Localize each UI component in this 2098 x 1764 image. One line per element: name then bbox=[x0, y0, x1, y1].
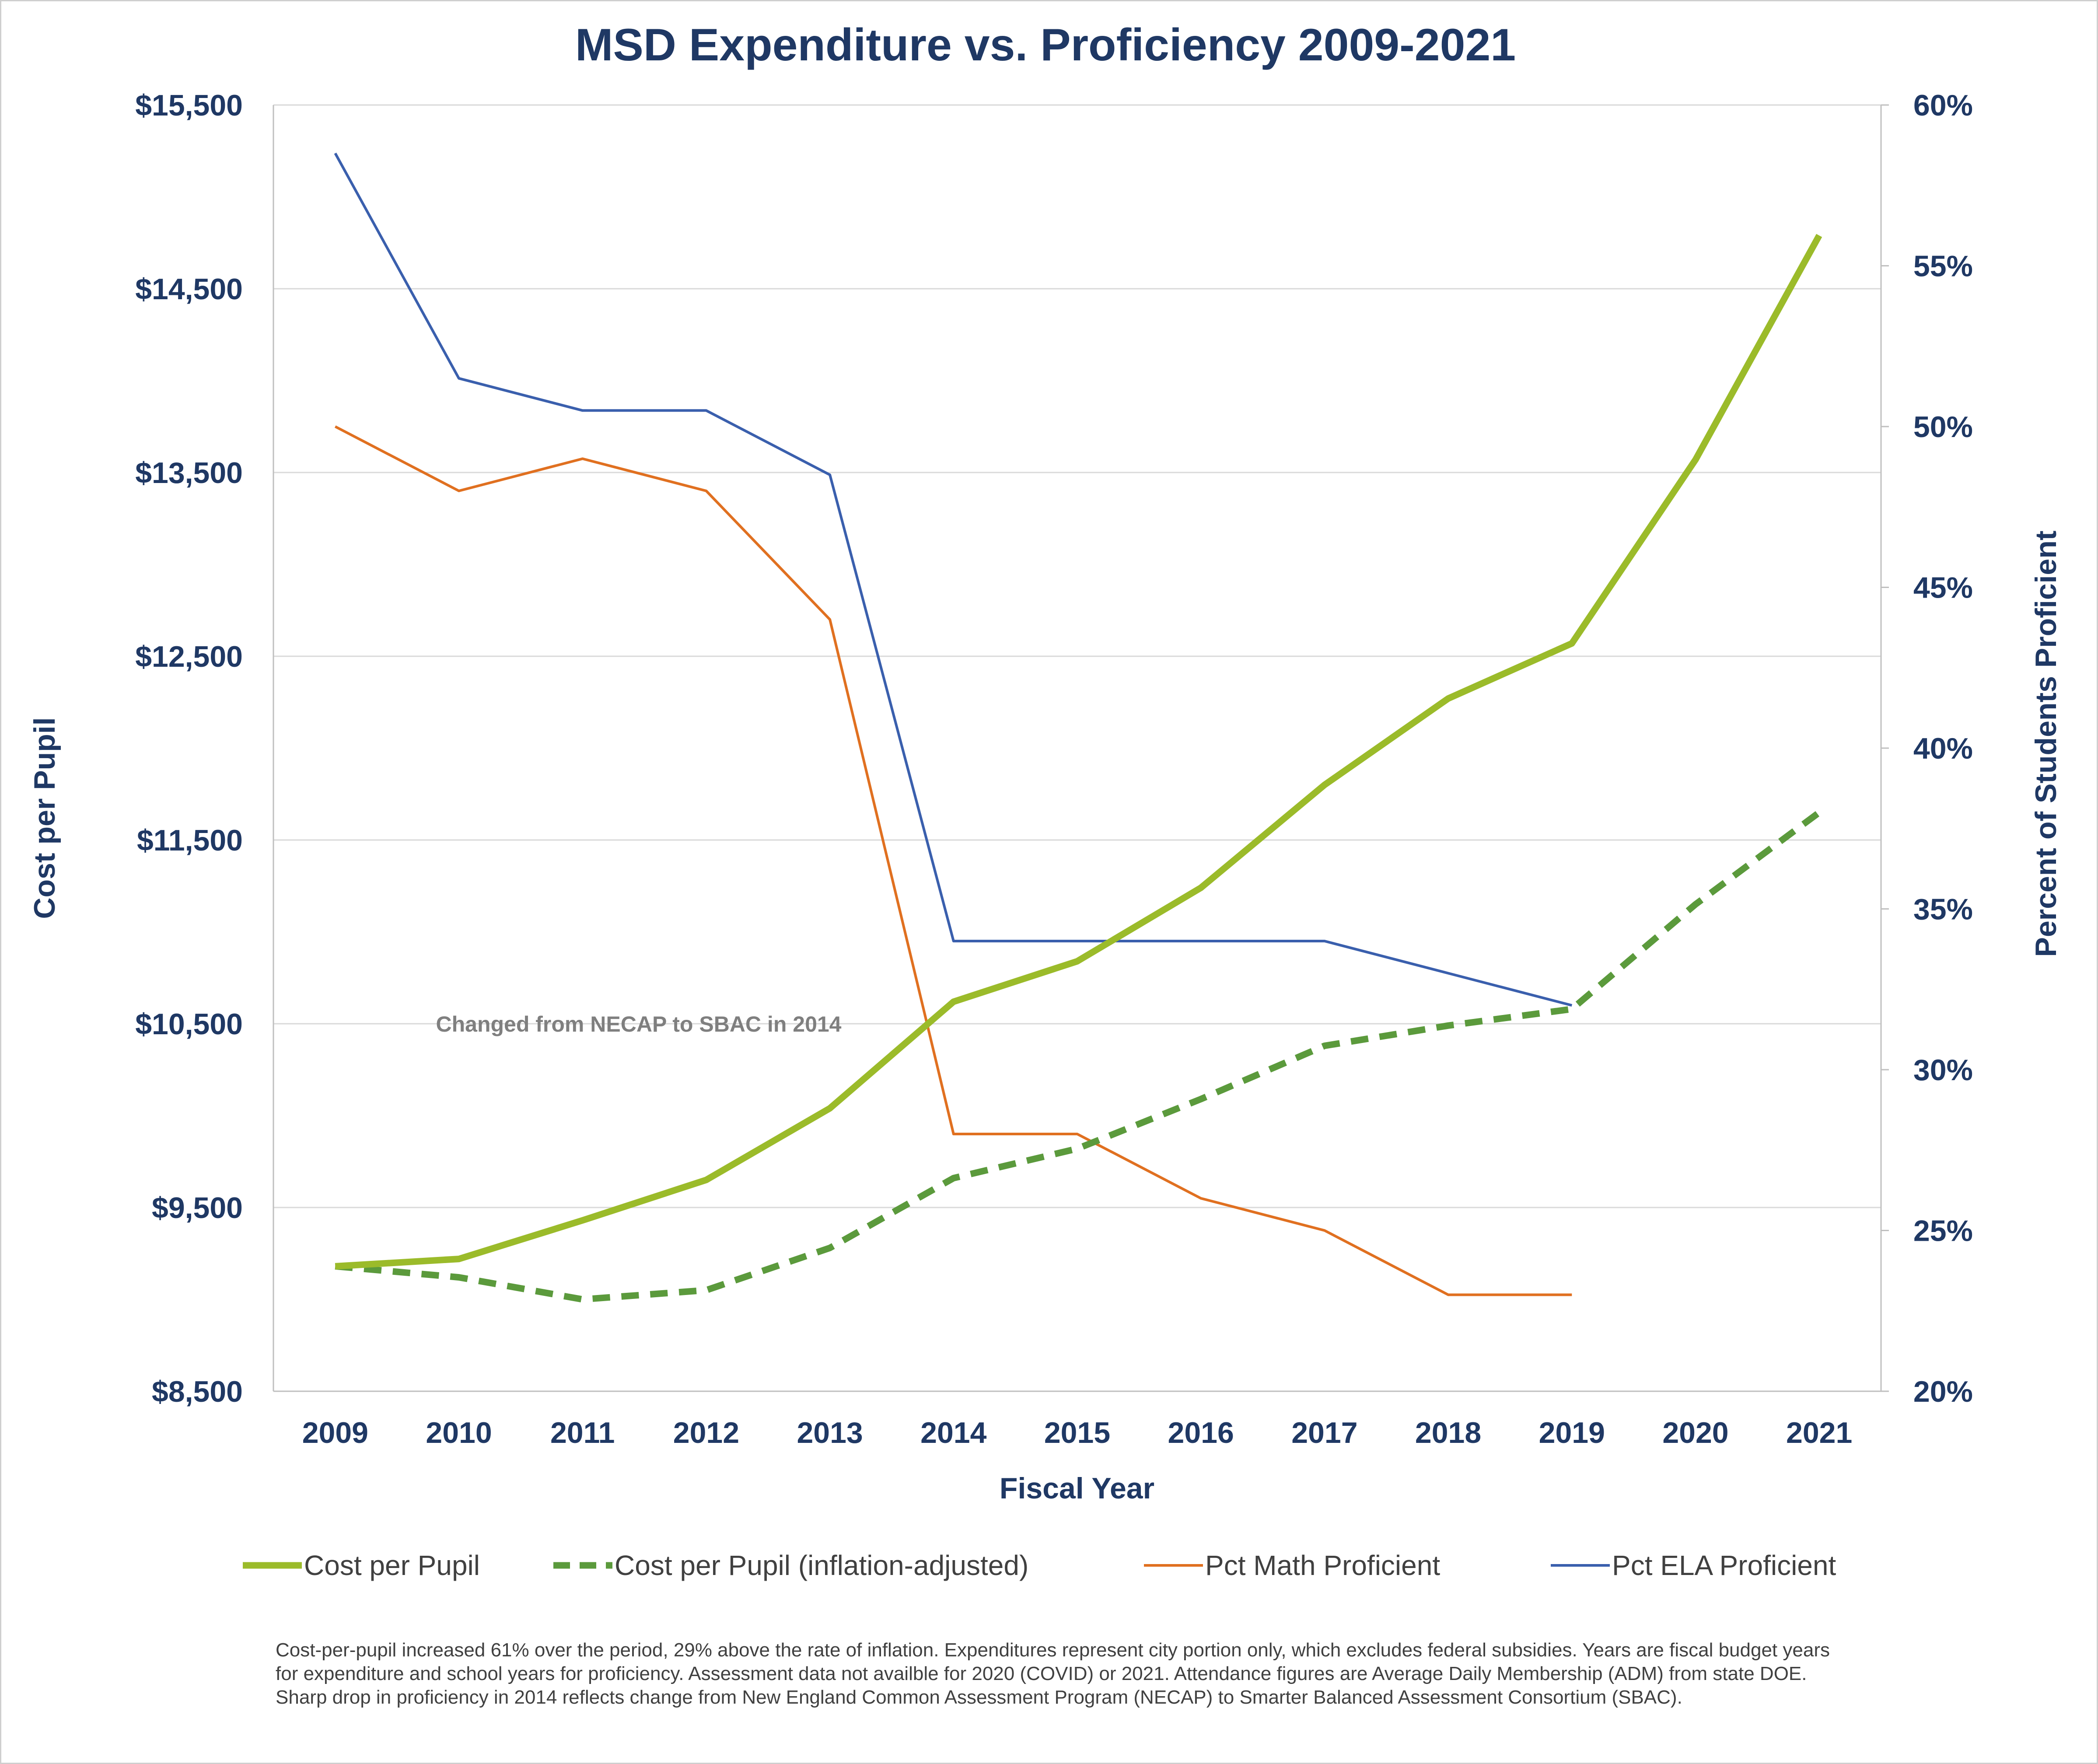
right-axis-ticks: 20% 25% 30% 35% 40% 45% 50% 55% 60% bbox=[1881, 89, 1973, 1408]
left-tick-label: $8,500 bbox=[152, 1375, 243, 1408]
legend-label: Cost per Pupil bbox=[304, 1550, 480, 1581]
x-tick-label: 2020 bbox=[1662, 1416, 1728, 1449]
right-tick-label: 55% bbox=[1913, 250, 1973, 283]
right-tick-label: 40% bbox=[1913, 732, 1973, 765]
footnote: Cost-per-pupil increased 61% over the pe… bbox=[276, 1639, 1830, 1708]
left-tick-label: $11,500 bbox=[137, 824, 243, 857]
left-tick-label: $14,500 bbox=[135, 273, 243, 306]
x-tick-label: 2010 bbox=[426, 1416, 492, 1449]
left-axis-title: Cost per Pupil bbox=[28, 718, 61, 919]
left-axis-ticks: $8,500 $9,500 $10,500 $11,500 $12,500 $13,500… bbox=[135, 89, 243, 1408]
right-tick-label: 20% bbox=[1913, 1375, 1973, 1408]
annotation-necap-sbac: Changed from NECAP to SBAC in 2014 bbox=[436, 1012, 841, 1036]
right-tick-label: 60% bbox=[1913, 89, 1973, 122]
x-axis-ticks: 2009 2010 2011 2012 2013 2014 2015 2016 2017 2018… bbox=[302, 1416, 1853, 1449]
x-tick-label: 2017 bbox=[1291, 1416, 1357, 1449]
right-tick-label: 35% bbox=[1913, 893, 1973, 926]
right-tick-label: 30% bbox=[1913, 1054, 1973, 1087]
x-tick-label: 2014 bbox=[920, 1416, 986, 1449]
left-tick-label: $12,500 bbox=[135, 640, 243, 673]
chart-title: MSD Expenditure vs. Proficiency 2009-202… bbox=[575, 20, 1516, 70]
series-line-pct-math-proficient bbox=[334, 425, 1572, 1296]
left-tick-label: $15,500 bbox=[135, 89, 243, 122]
x-tick-label: 2015 bbox=[1044, 1416, 1110, 1449]
right-tick-label: 50% bbox=[1913, 410, 1973, 444]
x-axis-title: Fiscal Year bbox=[1000, 1472, 1154, 1505]
right-tick-label: 45% bbox=[1913, 571, 1973, 605]
x-tick-label: 2012 bbox=[673, 1416, 739, 1449]
gridlines bbox=[273, 104, 1881, 1392]
series-lines bbox=[334, 152, 1822, 1303]
x-tick-label: 2011 bbox=[550, 1416, 615, 1449]
right-tick-label: 25% bbox=[1913, 1214, 1973, 1248]
left-tick-label: $10,500 bbox=[135, 1008, 243, 1041]
left-tick-label: $13,500 bbox=[135, 456, 243, 490]
x-tick-label: 2019 bbox=[1539, 1416, 1605, 1449]
legend: Cost per Pupil Cost per Pupil (inflation-… bbox=[243, 1550, 1836, 1581]
axes bbox=[273, 105, 1882, 1392]
x-tick-label: 2016 bbox=[1168, 1416, 1234, 1449]
x-tick-label: 2021 bbox=[1786, 1416, 1852, 1449]
legend-label: Pct ELA Proficient bbox=[1612, 1550, 1836, 1581]
right-axis-title: Percent of Students Proficient bbox=[2029, 531, 2063, 957]
x-tick-label: 2018 bbox=[1415, 1416, 1481, 1449]
series-line-cost-per-pupil bbox=[335, 234, 1822, 1270]
x-tick-label: 2009 bbox=[302, 1416, 368, 1449]
x-tick-label: 2013 bbox=[797, 1416, 863, 1449]
series-line-pct-ela-proficient bbox=[334, 152, 1573, 1007]
left-tick-label: $9,500 bbox=[152, 1191, 243, 1225]
chart: MSD Expenditure vs. Proficiency 2009-202… bbox=[28, 20, 2063, 1581]
legend-label: Cost per Pupil (inflation-adjusted) bbox=[615, 1550, 1028, 1581]
legend-label: Pct Math Proficient bbox=[1205, 1550, 1440, 1581]
